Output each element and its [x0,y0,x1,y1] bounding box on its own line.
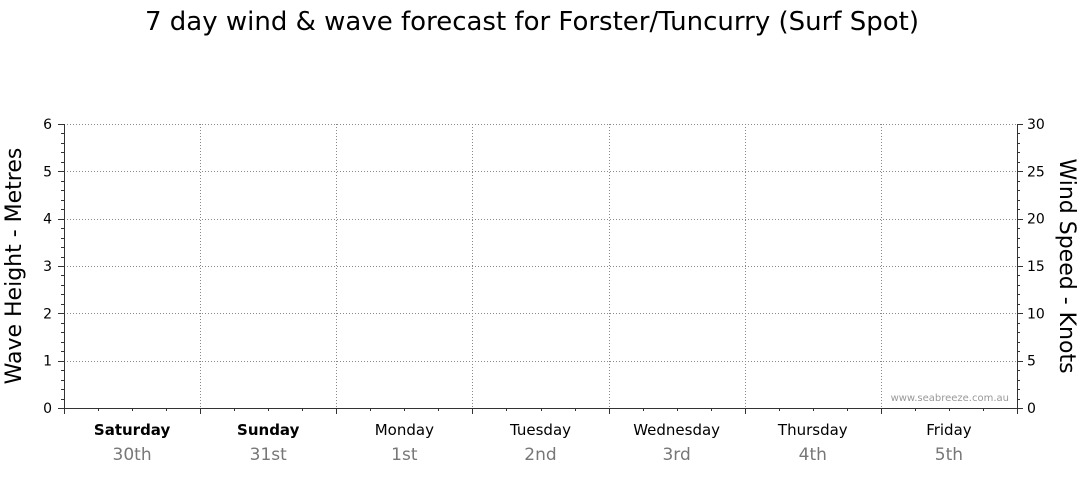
right-tick-label: 5 [1027,354,1036,370]
day-date-label: 4th [799,445,827,465]
left-tick-label: 6 [43,117,52,133]
left-tick-label: 4 [43,212,52,228]
day-name-label: Friday [926,421,972,439]
left-tick-label: 1 [43,354,52,370]
day-date-label: 31st [250,445,287,465]
day-date-label: 1st [391,445,418,465]
right-axis-label: Wind Speed - Knots [1054,158,1079,373]
labels-layer: 0 1 2 3 4 5 6 0 5 10 15 20 25 30 Saturday 30th Sunday 31s… [43,117,1045,465]
day-name-label: Saturday [94,421,171,439]
axes-layer [58,124,1023,414]
day-date-label: 30th [113,445,152,465]
day-name-label: Wednesday [633,421,720,439]
watermark: www.seabreeze.com.au [891,393,1009,404]
right-tick-label: 30 [1027,117,1045,133]
right-tick-label: 25 [1027,164,1045,180]
left-axis-label: Wave Height - Metres [2,148,27,385]
day-date-label: 5th [935,445,963,465]
day-date-label: 2nd [524,445,556,465]
right-tick-label: 20 [1027,212,1045,228]
day-date-label: 3rd [662,445,690,465]
day-name-label: Tuesday [509,421,571,439]
right-tick-label: 10 [1027,306,1045,322]
chart-title: 7 day wind & wave forecast for Forster/T… [145,7,919,37]
grid-layer [64,124,1017,408]
right-tick-label: 0 [1027,401,1036,417]
left-tick-label: 0 [43,401,52,417]
left-tick-label: 5 [43,164,52,180]
day-name-label: Sunday [237,421,300,439]
left-tick-label: 2 [43,306,52,322]
right-tick-label: 15 [1027,259,1045,275]
day-name-label: Thursday [777,421,848,439]
left-tick-label: 3 [43,259,52,275]
day-name-label: Monday [375,421,434,439]
